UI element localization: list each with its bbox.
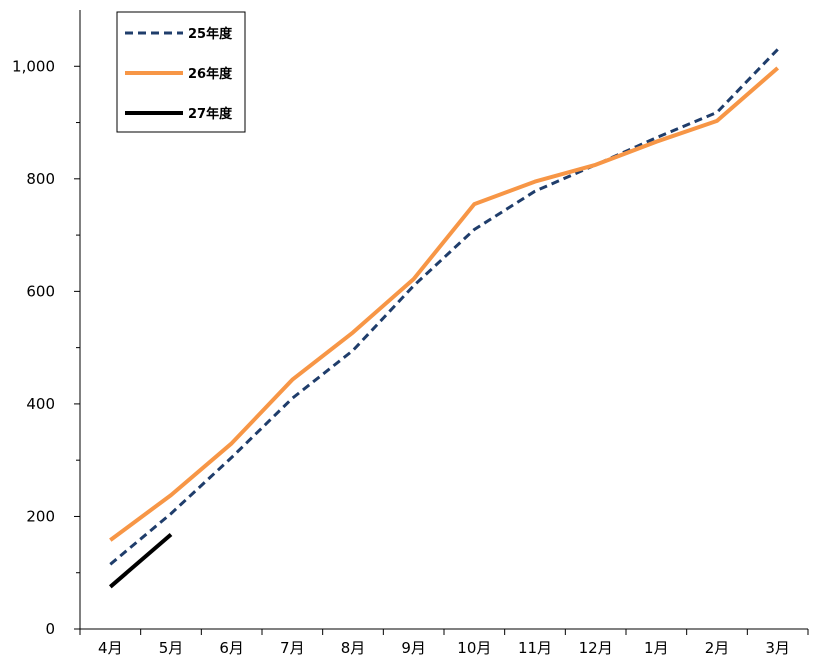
x-tick-label: 8月 xyxy=(341,639,366,657)
y-tick-label: 1,000 xyxy=(12,57,55,75)
series-line-1 xyxy=(109,48,779,566)
axes: 0 200 400 600 800 1,000 4月 5月 6月 7月 8月 9月 10月 11月 12月 1… xyxy=(12,10,809,657)
legend: 25年度 26年度 27年度 xyxy=(116,11,246,133)
x-tick-label: 1月 xyxy=(644,639,669,657)
x-tick-label: 12月 xyxy=(579,639,613,657)
y-tick-label: 200 xyxy=(26,507,55,525)
y-tick-label: 800 xyxy=(26,170,55,188)
x-tick-label: 3月 xyxy=(765,639,790,657)
x-tick-label: 9月 xyxy=(401,639,426,657)
x-tick-label: 6月 xyxy=(219,639,244,657)
x-tick-label: 4月 xyxy=(98,639,123,657)
x-tick-label: 2月 xyxy=(705,639,730,657)
legend-label: 27年度 xyxy=(188,106,233,122)
legend-label: 26年度 xyxy=(188,66,233,82)
series-line-2 xyxy=(109,66,780,542)
y-tick-label: 400 xyxy=(26,395,55,413)
legend-label: 25年度 xyxy=(188,26,233,42)
x-tick-label: 5月 xyxy=(159,639,184,657)
series-line-3 xyxy=(108,532,173,589)
x-tick-label: 7月 xyxy=(280,639,305,657)
x-tick-label: 10月 xyxy=(457,639,491,657)
series-layer xyxy=(108,48,780,589)
x-tick-label: 11月 xyxy=(518,639,552,657)
y-tick-label: 0 xyxy=(45,620,55,638)
y-tick-label: 600 xyxy=(26,282,55,300)
